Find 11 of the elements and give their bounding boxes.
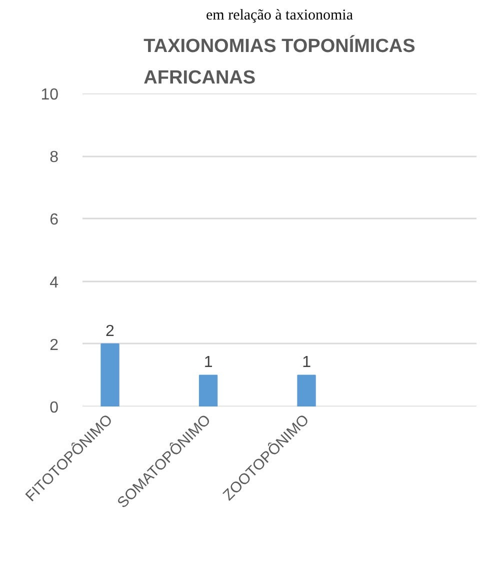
data-label: 1: [302, 354, 312, 372]
y-tick-label: 0: [50, 400, 59, 416]
data-label: 1: [204, 354, 213, 372]
y-tick-label: 2: [50, 336, 59, 354]
y-tick-label: 8: [50, 149, 59, 166]
text: em relação à taxionomia: [206, 8, 354, 24]
y-tick-label: 10: [40, 86, 59, 104]
y-tick-label: 4: [50, 274, 59, 292]
chart-title: TAXIONOMIAS TOPONÍMICAS AFRICANAS: [144, 35, 416, 88]
data-label: 2: [106, 322, 115, 340]
y-tick-label: 6: [50, 212, 59, 229]
